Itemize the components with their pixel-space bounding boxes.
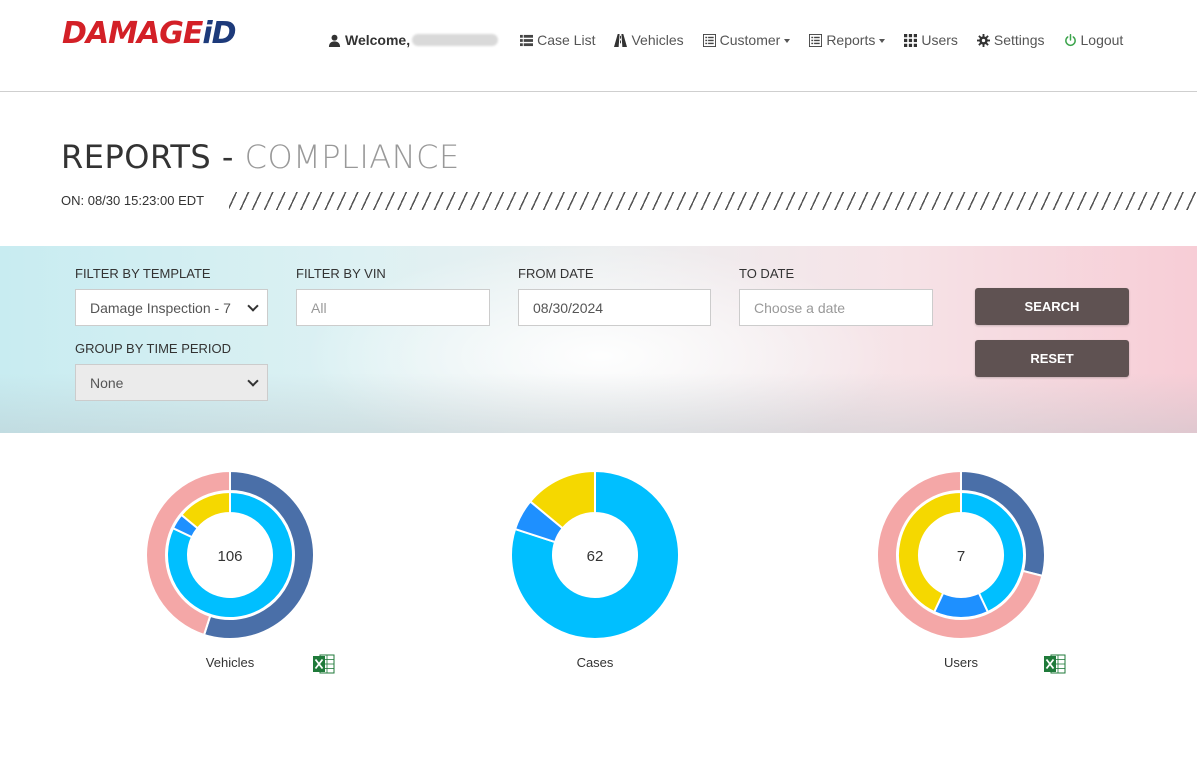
- nav-customer[interactable]: Customer: [702, 32, 791, 48]
- gear-icon: [976, 33, 990, 47]
- blurred-username: [412, 34, 499, 46]
- inner-ring-slice-2[interactable]: [180, 490, 231, 530]
- welcome-text: Welcome,: [345, 32, 411, 48]
- nav-settings[interactable]: Settings: [976, 32, 1045, 48]
- inner-ring-slice-2[interactable]: [897, 490, 962, 614]
- chart-center-value: 7: [957, 548, 965, 565]
- chevron-down-icon: [247, 299, 259, 312]
- nav-logout[interactable]: Logout: [1064, 32, 1123, 48]
- donut-ring-slice-0[interactable]: [510, 470, 680, 640]
- donut-ring-slice-2[interactable]: [528, 470, 596, 530]
- nav-vehicles[interactable]: Vehicles: [614, 32, 684, 48]
- users-chart-label: Users: [944, 655, 978, 670]
- template-filter-label: FILTER BY TEMPLATE: [75, 266, 211, 281]
- hatch-divider: [229, 192, 1197, 210]
- top-navbar: DAMAGEiD Welcome, Case List Vehicles Cus…: [0, 0, 1197, 92]
- from-date-label: FROM DATE: [518, 266, 594, 281]
- excel-icon[interactable]: [313, 654, 335, 674]
- list-alt-icon: [702, 33, 716, 47]
- cases-chart-label: Cases: [576, 655, 614, 670]
- page-title: REPORTS - COMPLIANCE: [61, 138, 460, 176]
- chevron-down-icon: [247, 374, 259, 387]
- chart-center-value: 106: [217, 548, 242, 565]
- excel-icon[interactable]: [1044, 654, 1066, 674]
- template-select[interactable]: Damage Inspection - 7: [75, 289, 268, 326]
- main-nav: Welcome, Case List Vehicles Customer Rep…: [328, 30, 1123, 50]
- to-date-input[interactable]: Choose a date: [739, 289, 933, 326]
- nav-users[interactable]: Users: [904, 32, 958, 48]
- chart-center-value: 62: [587, 548, 604, 565]
- power-icon: [1064, 33, 1076, 46]
- cases-donut-chart: 62: [510, 470, 680, 640]
- group-by-select[interactable]: None: [75, 364, 268, 401]
- welcome-user: Welcome,: [328, 32, 499, 48]
- list-icon: [520, 34, 534, 46]
- report-timestamp: ON: 08/30 15:23:00 EDT: [61, 193, 205, 208]
- caret-down-icon: [784, 38, 791, 43]
- list-alt-icon: [809, 33, 823, 47]
- vin-input[interactable]: All: [296, 289, 490, 326]
- nav-case-list[interactable]: Case List: [520, 32, 595, 48]
- inner-ring-slice-0[interactable]: [166, 490, 294, 619]
- from-date-input[interactable]: 08/30/2024: [518, 289, 711, 326]
- search-button[interactable]: SEARCH: [975, 288, 1129, 325]
- grid-icon: [904, 33, 918, 47]
- nav-reports[interactable]: Reports: [809, 32, 886, 48]
- vehicles-chart-label: Vehicles: [205, 655, 255, 670]
- vehicles-donut-chart: 106: [145, 470, 315, 640]
- reset-button[interactable]: RESET: [975, 340, 1129, 377]
- damageid-logo[interactable]: DAMAGEiD: [62, 16, 237, 51]
- vin-filter-label: FILTER BY VIN: [296, 266, 386, 281]
- road-icon: [614, 33, 628, 47]
- to-date-label: TO DATE: [739, 266, 795, 281]
- user-icon: [328, 34, 341, 47]
- users-donut-chart: 7: [876, 470, 1046, 640]
- group-by-label: GROUP BY TIME PERIOD: [75, 341, 232, 356]
- caret-down-icon: [879, 38, 886, 43]
